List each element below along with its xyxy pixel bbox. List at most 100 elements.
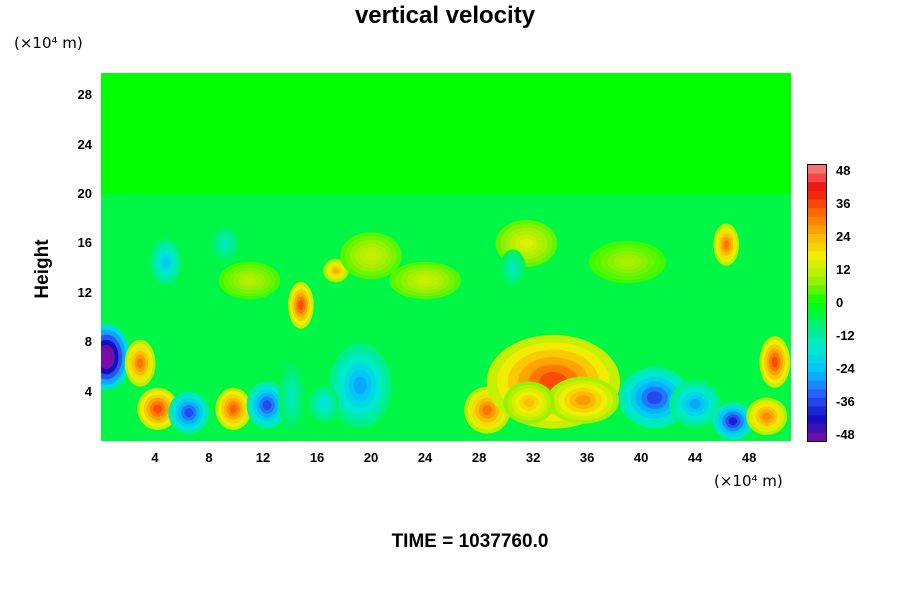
x-axis-unit: (×10⁴ m) (714, 472, 783, 490)
x-tick-label: 24 (417, 450, 433, 465)
x-tick-label: 32 (525, 450, 541, 465)
heatmap-contour (221, 239, 229, 248)
colorbar-segment (808, 216, 826, 226)
y-tick-label: 8 (84, 334, 92, 350)
heatmap-contour (523, 398, 535, 408)
heatmap-contour (229, 404, 238, 414)
colorbar-segment (808, 277, 826, 287)
colorbar-tick-label: -36 (836, 394, 855, 409)
colorbar-segment (808, 303, 826, 313)
heatmap-cell (246, 381, 288, 429)
heatmap-cell (101, 324, 130, 390)
colorbar-segment (808, 328, 826, 338)
colorbar-segment (808, 389, 826, 399)
colorbar-segment (808, 199, 826, 209)
x-tick-label: 20 (363, 450, 379, 465)
heatmap-cell (500, 249, 526, 287)
colorbar-segment (808, 423, 826, 433)
heatmap-contour (262, 400, 272, 411)
colorbar-segment (808, 346, 826, 356)
heatmap-contour (762, 412, 772, 421)
y-tick-label: 28 (77, 87, 92, 103)
heatmap-contour (320, 400, 328, 408)
colorbar-segment (808, 363, 826, 373)
colorbar-svg (808, 165, 826, 441)
colorbar-segment (808, 251, 826, 261)
colorbar-tick-label: -48 (836, 427, 855, 442)
heatmap-contour (771, 356, 779, 368)
heatmap-cell (713, 223, 740, 266)
heatmap-plot-area (101, 73, 791, 441)
time-label: TIME = 1037760.0 (391, 531, 549, 552)
x-tick-label: 36 (579, 450, 595, 465)
x-tick-label: 8 (205, 450, 213, 465)
colorbar-segment (808, 173, 826, 183)
colorbar-tick-label: -24 (836, 361, 855, 376)
heatmap-contour (243, 276, 257, 285)
colorbar-tick-label: 48 (836, 163, 851, 178)
colorbar (807, 164, 827, 442)
heatmap-cell (746, 397, 788, 436)
colorbar-segment (808, 225, 826, 235)
heatmap-cell (340, 232, 402, 280)
heatmap-contour (510, 264, 516, 273)
colorbar-segment (808, 242, 826, 252)
heatmap-cell (323, 258, 349, 283)
heatmap-cell (589, 240, 667, 284)
colorbar-segment (808, 415, 826, 425)
heatmap-cell (209, 224, 241, 263)
colorbar-tick-label: 12 (836, 262, 851, 277)
colorbar-tick-label: -12 (836, 328, 855, 343)
colorbar-segment (808, 165, 826, 175)
y-tick-label: 20 (77, 186, 92, 202)
chart-title: vertical velocity (354, 2, 536, 29)
heatmap-contour (647, 391, 663, 405)
heatmap-contour (101, 350, 112, 364)
heatmap-contour (723, 240, 729, 250)
heatmap-contour (333, 268, 339, 274)
x-tick-label: 40 (633, 450, 649, 465)
colorbar-segment (808, 182, 826, 192)
heatmap-contour (298, 300, 304, 311)
x-tick-label: 16 (309, 450, 325, 465)
x-tick-label: 4 (151, 450, 159, 465)
heatmap-contour (417, 276, 433, 285)
heatmap-contour (364, 250, 378, 261)
heatmap-contour (153, 404, 163, 414)
heatmap-contour (482, 405, 493, 416)
heatmap-cell (137, 387, 179, 431)
y-tick-label: 24 (77, 136, 92, 152)
heatmap-cell (759, 336, 791, 388)
heatmap-cell (308, 385, 340, 423)
heatmap-contour (689, 399, 701, 409)
colorbar-segment (808, 406, 826, 416)
heatmap-cell (215, 387, 252, 431)
heatmap-contour (184, 408, 194, 418)
heatmap-cell (218, 261, 281, 300)
colorbar-segment (808, 208, 826, 218)
heatmap-cell (288, 281, 314, 329)
heatmap-contour (728, 417, 738, 426)
y-tick-label: 16 (77, 235, 92, 251)
heatmap-svg (101, 73, 791, 441)
colorbar-tick-label: 24 (836, 229, 851, 244)
heatmap-contour (619, 257, 636, 267)
colorbar-segment (808, 380, 826, 390)
heatmap-contour (288, 388, 295, 405)
heatmap-contour (162, 257, 170, 267)
x-tick-label: 28 (471, 450, 487, 465)
heatmap-contour (519, 238, 533, 249)
x-tick-label: 48 (741, 450, 757, 465)
heatmap-cell (124, 339, 156, 387)
heatmap-cell (278, 359, 305, 435)
colorbar-segment (808, 372, 826, 382)
colorbar-segment (808, 432, 826, 441)
colorbar-segment (808, 285, 826, 295)
colorbar-tick-label: 36 (836, 196, 851, 211)
colorbar-tick-label: 0 (836, 295, 844, 310)
colorbar-segment (808, 337, 826, 347)
y-tick-label: 4 (84, 383, 92, 399)
colorbar-segment (808, 190, 826, 200)
x-tick-label: 44 (687, 450, 703, 465)
y-tick-label: 12 (77, 284, 92, 300)
